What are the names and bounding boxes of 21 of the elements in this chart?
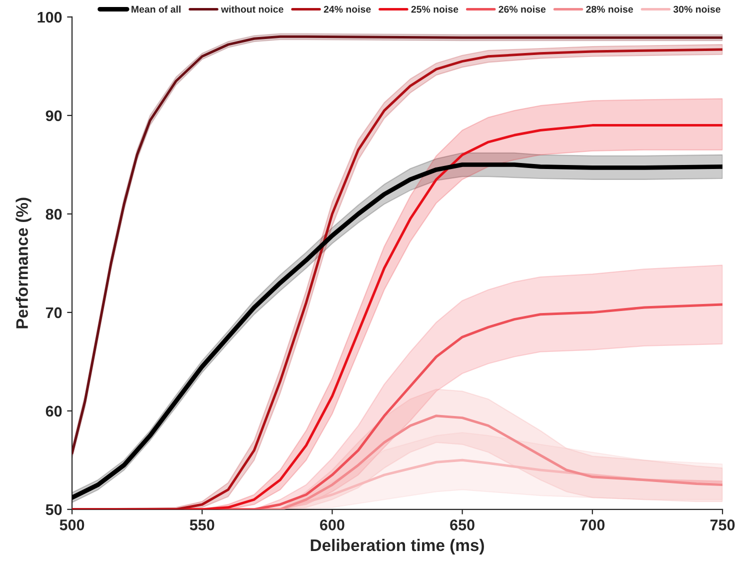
y-tick-label: 70 [46, 307, 62, 318]
legend-label: 24% noise [324, 6, 371, 13]
x-tick-label: 600 [320, 520, 344, 530]
y-tick-label: 100 [38, 12, 62, 23]
x-tick-label: 550 [190, 520, 214, 530]
y-tick-label: 80 [46, 208, 62, 220]
legend-label: 26% noise [498, 6, 546, 13]
y-tick-label: 90 [46, 110, 62, 122]
x-tick-label: 750 [710, 520, 735, 530]
x-tick-label: 700 [580, 520, 605, 530]
legend-label: 30% noise [673, 6, 720, 13]
y-tick-label: 50 [46, 504, 62, 516]
x-axis-title: Deliberation time (ms) [310, 538, 484, 554]
legend-label: without noice [221, 6, 284, 13]
legend-label: Mean of all [132, 6, 180, 13]
y-tick-label: 60 [46, 406, 62, 417]
y-axis-title: Performance (%) [16, 198, 32, 328]
x-tick-label: 650 [450, 520, 474, 530]
legend-label: 28% noise [586, 6, 633, 13]
legend-label: 25% noise [411, 6, 458, 13]
x-tick-label: 500 [60, 520, 84, 530]
